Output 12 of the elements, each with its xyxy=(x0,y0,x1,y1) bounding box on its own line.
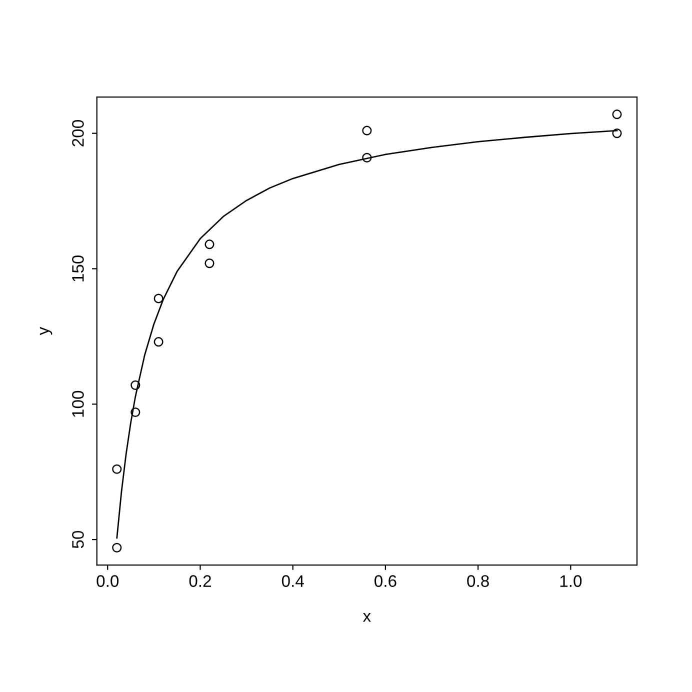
x-tick-label: 0.2 xyxy=(189,575,211,587)
y-axis-title: y xyxy=(40,326,52,336)
x-tick-label: 0.6 xyxy=(374,575,396,587)
y-tick-label: 50 xyxy=(72,530,84,548)
x-axis-title: x xyxy=(362,612,371,622)
x-tick-label: 0.8 xyxy=(467,575,489,587)
y-tick-label: 200 xyxy=(72,120,84,146)
x-tick-label: 0.0 xyxy=(96,575,119,587)
y-tick-label: 100 xyxy=(72,390,84,417)
y-tick-label: 150 xyxy=(72,255,84,282)
x-tick-label: 1.0 xyxy=(560,575,582,587)
x-tick-label: 0.4 xyxy=(282,575,304,587)
